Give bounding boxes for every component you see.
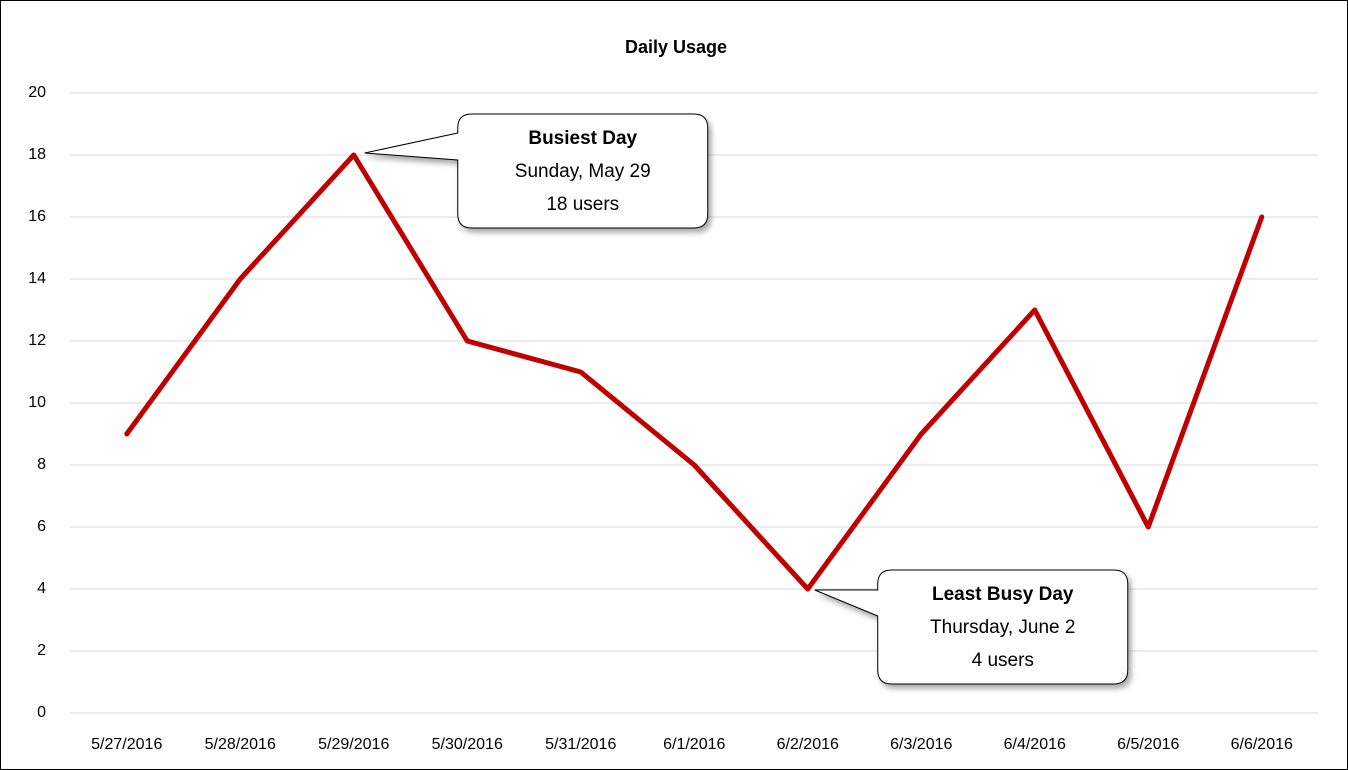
chart-title: Daily Usage — [625, 37, 727, 57]
callout-title: Least Busy Day — [932, 584, 1074, 605]
x-tick-label: 6/6/2016 — [1231, 736, 1293, 753]
y-tick-label: 12 — [28, 332, 46, 349]
callout — [814, 569, 1129, 685]
callout — [364, 113, 709, 229]
y-tick-label: 20 — [28, 84, 46, 101]
y-tick-label: 2 — [37, 642, 46, 659]
callout-text: 4 users — [972, 650, 1034, 671]
x-tick-label: 6/2/2016 — [777, 736, 839, 753]
y-tick-label: 14 — [28, 270, 46, 287]
x-tick-label: 6/5/2016 — [1117, 736, 1179, 753]
y-tick-label: 16 — [28, 208, 46, 225]
x-tick-label: 6/3/2016 — [890, 736, 952, 753]
y-tick-label: 18 — [28, 146, 46, 163]
y-tick-label: 10 — [28, 394, 46, 411]
y-tick-label: 8 — [37, 456, 46, 473]
x-tick-label: 5/27/2016 — [91, 736, 162, 753]
x-tick-label: 6/4/2016 — [1004, 736, 1066, 753]
x-tick-label: 5/28/2016 — [205, 736, 276, 753]
x-tick-label: 5/31/2016 — [545, 736, 616, 753]
y-tick-label: 0 — [37, 704, 46, 721]
callout-text: Sunday, May 29 — [515, 161, 651, 182]
callout-title: Busiest Day — [528, 128, 637, 149]
x-tick-label: 6/1/2016 — [663, 736, 725, 753]
x-tick-label: 5/30/2016 — [432, 736, 503, 753]
x-tick-label: 5/29/2016 — [318, 736, 389, 753]
y-tick-label: 4 — [37, 580, 46, 597]
callout-text: Thursday, June 2 — [930, 617, 1075, 638]
line-series — [124, 152, 1265, 592]
y-tick-label: 6 — [37, 518, 46, 535]
callout-text: 18 users — [546, 194, 619, 215]
